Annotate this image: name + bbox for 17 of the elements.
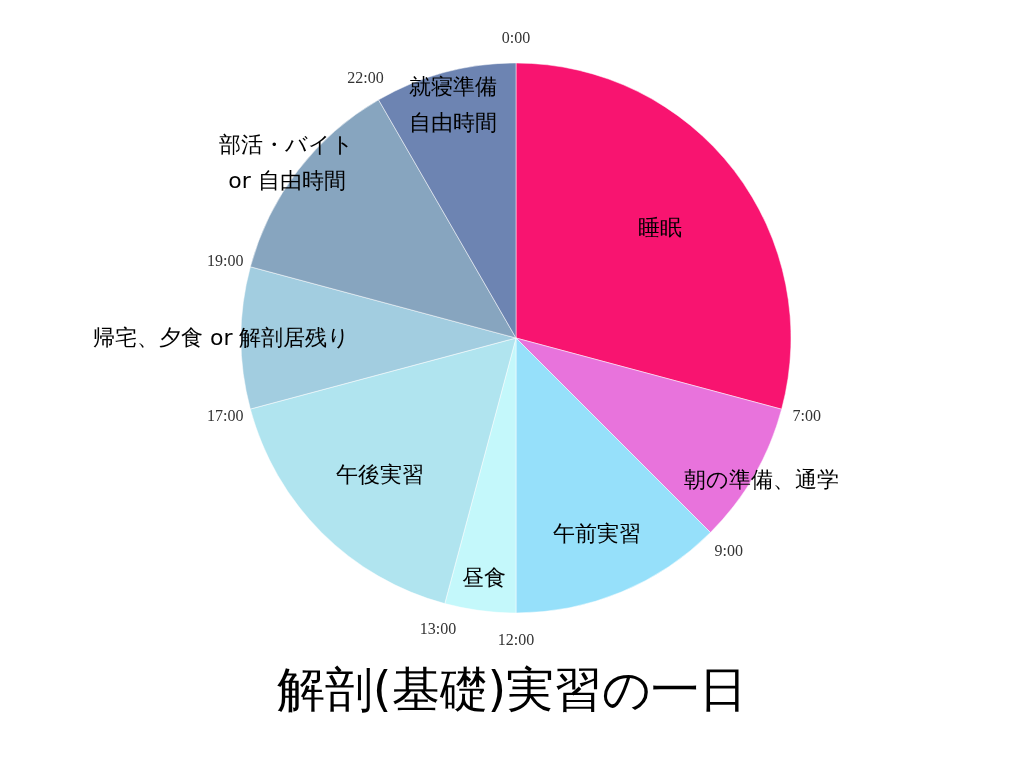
text: 19:00 — [207, 251, 244, 269]
text: 12:00 — [497, 630, 535, 648]
slice-label: 部活・バイト or 自由時間 — [219, 131, 355, 193]
slice-label: 朝の準備、通学 — [683, 467, 839, 493]
text: 13:00 — [419, 620, 457, 638]
text: 7:00 — [792, 407, 821, 425]
slice-label: 昼食 — [462, 565, 507, 591]
text: 0:00 — [501, 28, 531, 46]
slice-label: 帰宅、夕食 or 解剖居残り — [93, 325, 351, 351]
text: 22:00 — [347, 68, 384, 86]
slice-label: 午後実習 — [335, 461, 424, 487]
text: 9:00 — [714, 542, 744, 560]
text: 解剖(基礎)実習の一日 — [276, 661, 748, 717]
slice-label: 午前実習 — [553, 521, 642, 547]
text: 17:00 — [207, 407, 244, 425]
slice-label: 就寝準備自由時間 — [409, 73, 498, 135]
slice-label: 睡眠 — [638, 215, 683, 241]
